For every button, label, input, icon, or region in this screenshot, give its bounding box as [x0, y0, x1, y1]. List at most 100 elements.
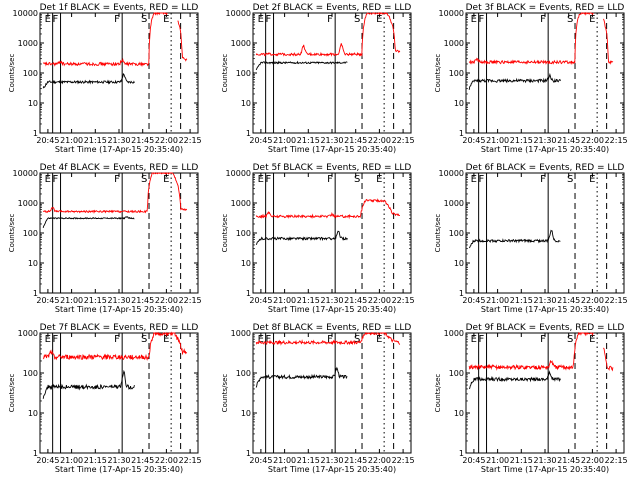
y-tick-label: 1 — [459, 129, 464, 138]
x-tick-label: 21:45 — [131, 136, 154, 145]
x-axis-label: Start Time (17-Apr-15 20:35:40) — [55, 305, 183, 314]
x-tick-label: 21:15 — [297, 456, 320, 465]
x-tick-label: 21:00 — [486, 296, 509, 305]
x-tick-label: 22:00 — [581, 456, 604, 465]
time-marker-label: F — [53, 334, 59, 345]
time-marker-label: E — [471, 14, 477, 25]
x-tick-label: 20:45 — [249, 296, 272, 305]
x-tick-label: 20:45 — [36, 296, 59, 305]
time-marker-label: E — [45, 14, 51, 25]
y-axis-label: Counts/sec — [434, 54, 442, 93]
x-tick-label: 20:45 — [249, 136, 272, 145]
x-tick-label: 21:45 — [344, 296, 367, 305]
x-axis-label: Start Time (17-Apr-15 20:35:40) — [55, 465, 183, 474]
x-tick-label: 21:00 — [486, 136, 509, 145]
x-tick-label: 21:30 — [533, 456, 556, 465]
y-tick-label: 100 — [23, 369, 38, 378]
time-marker-label: F — [114, 174, 120, 185]
y-tick-label: 10 — [241, 409, 251, 418]
time-marker-label: E — [471, 174, 477, 185]
time-marker-label: F — [540, 14, 546, 25]
panel-title: Det 7f BLACK = Events, RED = LLD — [40, 323, 199, 333]
panel-det-6: Det 6f BLACK = Events, RED = LLD 1 10 100 10… — [434, 163, 628, 314]
events-series-line — [255, 230, 348, 245]
y-tick-label: 100 — [23, 229, 38, 238]
x-tick-label: 21:15 — [84, 136, 107, 145]
x-tick-label: 22:00 — [581, 296, 604, 305]
x-tick-label: 22:15 — [605, 296, 628, 305]
y-tick-label: 100 — [236, 369, 251, 378]
time-marker-label: E — [589, 14, 595, 25]
panel-title: Det 9f BLACK = Events, RED = LLD — [466, 323, 625, 333]
y-tick-label: 10 — [241, 259, 251, 268]
x-tick-label: 21:30 — [107, 296, 130, 305]
x-tick-label: 21:15 — [510, 296, 533, 305]
lld-series-line — [177, 20, 188, 62]
time-marker-label: S — [354, 334, 360, 345]
time-marker-label: E — [163, 14, 169, 25]
x-tick-label: 20:45 — [249, 456, 272, 465]
x-tick-label: 21:00 — [273, 296, 296, 305]
plot-frame — [465, 12, 625, 134]
y-axis-label: Counts/sec — [221, 374, 229, 413]
x-tick-label: 22:15 — [605, 136, 628, 145]
y-tick-label: 100 — [449, 69, 464, 78]
x-tick-label: 22:15 — [605, 456, 628, 465]
y-tick-label: 10000 — [226, 9, 251, 18]
time-marker-label: F — [540, 174, 546, 185]
y-tick-label: 100 — [23, 69, 38, 78]
y-axis-label: Counts/sec — [434, 214, 442, 253]
y-tick-label: 1 — [33, 129, 38, 138]
y-tick-label: 1 — [33, 449, 38, 458]
lld-series-line — [42, 12, 168, 67]
x-tick-label: 22:00 — [368, 296, 391, 305]
y-tick-label: 1000 — [231, 199, 251, 208]
time-marker-label: F — [479, 334, 485, 345]
time-marker-label: E — [163, 174, 169, 185]
time-marker-label: E — [376, 334, 382, 345]
plot-frame — [252, 12, 412, 134]
time-marker-label: E — [45, 334, 51, 345]
y-tick-label: 1000 — [444, 39, 464, 48]
y-tick-label: 1 — [33, 289, 38, 298]
y-tick-label: 10 — [28, 99, 38, 108]
y-tick-label: 10 — [241, 99, 251, 108]
y-axis-label: Counts/sec — [8, 374, 16, 413]
panel-det-3: Det 3f BLACK = Events, RED = LLD 1 10 100 10… — [434, 3, 628, 154]
x-tick-label: 22:00 — [155, 456, 178, 465]
x-tick-label: 21:30 — [320, 136, 343, 145]
panel-det-8: Det 8f BLACK = Events, RED = LLD 1 10 100 10… — [221, 323, 415, 474]
time-marker-label: E — [258, 174, 264, 185]
x-tick-label: 21:45 — [557, 296, 580, 305]
plot-frame — [252, 172, 412, 294]
time-marker-label: F — [327, 334, 333, 345]
x-axis-label: Start Time (17-Apr-15 20:35:40) — [481, 305, 609, 314]
panel-det-2: Det 2f BLACK = Events, RED = LLD 1 10 100 10… — [221, 3, 415, 154]
x-tick-label: 21:45 — [557, 136, 580, 145]
time-marker-label: F — [327, 14, 333, 25]
lld-series-line — [255, 12, 401, 57]
x-tick-label: 20:45 — [36, 456, 59, 465]
x-tick-label: 21:30 — [107, 456, 130, 465]
time-marker-label: S — [567, 14, 573, 25]
y-tick-label: 1000 — [231, 329, 251, 338]
x-tick-label: 22:00 — [581, 136, 604, 145]
x-tick-label: 21:15 — [297, 296, 320, 305]
plot-frame — [252, 332, 412, 454]
x-tick-label: 21:00 — [273, 456, 296, 465]
time-marker-label: E — [471, 334, 477, 345]
plot-frame — [39, 332, 199, 454]
x-tick-label: 22:15 — [179, 456, 202, 465]
x-tick-label: 22:00 — [368, 136, 391, 145]
panel-det-4: Det 4f BLACK = Events, RED = LLD 1 10 100 10… — [8, 163, 202, 314]
time-marker-label: S — [354, 14, 360, 25]
time-marker-label: E — [376, 174, 382, 185]
x-tick-label: 20:45 — [462, 136, 485, 145]
plot-frame — [465, 332, 625, 454]
time-marker-label: F — [53, 174, 59, 185]
lld-series-line — [255, 331, 401, 346]
y-axis-label: Counts/sec — [221, 214, 229, 253]
y-tick-label: 1000 — [444, 329, 464, 338]
time-marker-label: S — [567, 174, 573, 185]
y-tick-label: 10000 — [226, 169, 251, 178]
